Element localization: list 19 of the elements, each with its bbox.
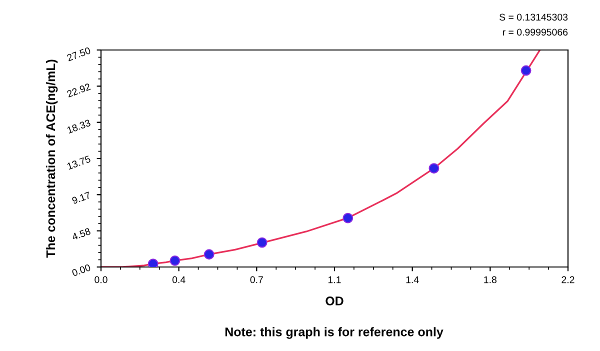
x-tick-label: 1.4 (406, 276, 419, 284)
x-tick-label: 0.7 (250, 276, 263, 284)
y-tick-label: 0.00 (72, 264, 91, 277)
x-tick-label: 0.4 (172, 276, 186, 284)
x-axis-title: OD (326, 296, 344, 306)
y-tick-label: 9.17 (72, 192, 91, 204)
y-tick-label: 4.58 (71, 228, 91, 240)
text: S = 0.13145303 (500, 14, 568, 21)
y-tick-label: 18.33 (66, 119, 91, 134)
text: Note: this graph is for reference only (225, 327, 444, 339)
y-tick-label: 22.92 (66, 83, 91, 98)
x-tick-label: 0.0 (94, 276, 108, 284)
y-tick-label: 27.50 (66, 46, 91, 62)
y-tick-label: 13.75 (66, 155, 91, 170)
text: r = 0.99995066 (502, 28, 568, 36)
x-tick-label: 1.1 (328, 276, 341, 284)
y-axis-title: The concentration of ACE(ng/mL) (46, 60, 58, 258)
x-tick-label: 2.2 (562, 276, 574, 284)
x-tick-label: 1.8 (484, 276, 496, 284)
